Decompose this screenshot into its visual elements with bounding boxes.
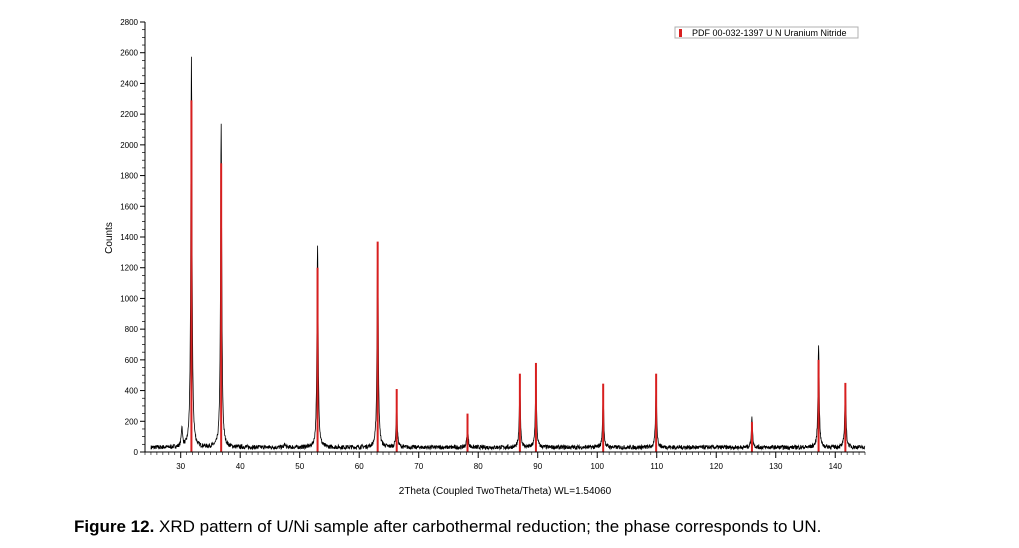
x-tick-label: 80 (474, 462, 483, 471)
reference-stick (190, 100, 193, 453)
y-tick-label: 200 (125, 417, 139, 426)
reference-stick (395, 389, 398, 452)
y-tick-label: 1400 (120, 233, 138, 242)
reference-stick (602, 383, 605, 452)
legend-box (674, 26, 859, 39)
reference-stick (518, 373, 521, 452)
y-tick-label: 2200 (120, 110, 138, 119)
caption-text: XRD pattern of U/Ni sample after carboth… (154, 517, 822, 536)
x-tick-label: 60 (355, 462, 364, 471)
measured-pattern (150, 56, 866, 451)
y-tick-label: 800 (125, 325, 139, 334)
reference-stick (750, 422, 753, 452)
y-tick-label: 1800 (120, 172, 138, 181)
plot-area (150, 56, 866, 453)
x-tick-label: 40 (236, 462, 245, 471)
reference-stick (534, 362, 537, 452)
reference-stick (817, 359, 820, 452)
figure-caption: Figure 12. XRD pattern of U/Ni sample af… (74, 517, 1014, 537)
y-tick-label: 600 (125, 356, 139, 365)
x-tick-label: 120 (710, 462, 724, 471)
y-axis-label: Counts (104, 222, 115, 254)
reference-stick (376, 241, 379, 452)
x-tick-label: 110 (650, 462, 663, 471)
y-tick-label: 1600 (120, 202, 138, 211)
y-tick-label: 1200 (120, 264, 138, 273)
measured-trace (150, 56, 866, 451)
x-tick-label: 100 (591, 462, 605, 471)
reference-stick (466, 413, 469, 452)
reference-stick (220, 163, 223, 453)
x-tick-label: 140 (829, 462, 843, 471)
y-tick-label: 2800 (120, 18, 138, 27)
x-tick-label: 130 (769, 462, 783, 471)
legend-entry: PDF 00-032-1397 U N Uranium Nitride (692, 28, 847, 38)
axes: 0 200 400 600 800 1000 1200 1400 1600 1800 2000 220… (120, 18, 866, 471)
figure-number: Figure 12. (74, 517, 155, 536)
y-tick-label: 2600 (120, 49, 138, 58)
x-tick-label: 30 (176, 462, 185, 471)
reference-stick (844, 382, 847, 452)
y-tick-label: 1000 (120, 294, 138, 303)
y-tick-label: 400 (125, 387, 139, 396)
y-tick-label: 2400 (120, 79, 138, 88)
x-tick-label: 50 (295, 462, 304, 471)
legend-swatch (679, 29, 682, 37)
x-axis-label: 2Theta (Coupled TwoTheta/Theta) WL=1.540… (399, 486, 612, 497)
legend: PDF 00-032-1397 U N Uranium Nitride (674, 26, 859, 39)
reference-sticks (190, 100, 847, 453)
reference-stick (655, 373, 658, 452)
x-tick-label: 70 (414, 462, 423, 471)
y-tick-label: 2000 (120, 141, 138, 150)
y-tick-label: 0 (134, 448, 139, 457)
reference-stick (316, 267, 319, 452)
x-tick-label: 90 (533, 462, 542, 471)
